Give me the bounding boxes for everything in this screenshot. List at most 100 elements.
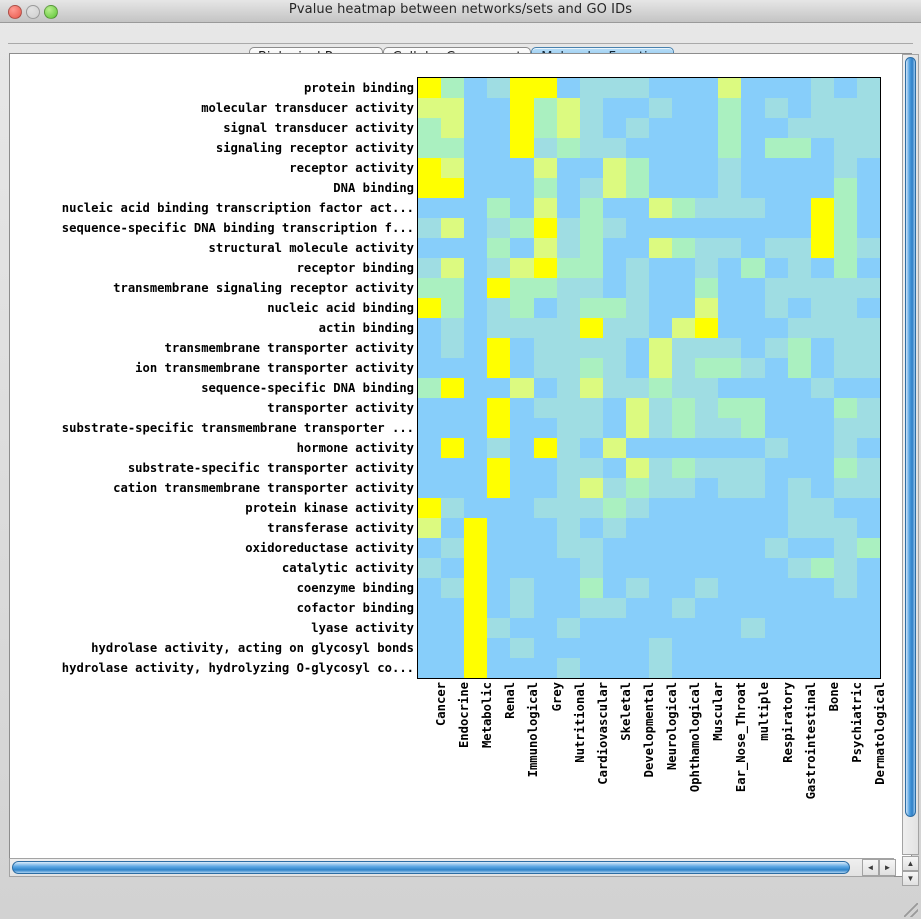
heatmap-cell[interactable] (579, 158, 603, 178)
heatmap-cell[interactable] (741, 238, 765, 258)
heatmap-cell[interactable] (649, 378, 673, 398)
heatmap-cell[interactable] (625, 298, 649, 318)
heatmap-cell[interactable] (602, 498, 626, 518)
heatmap-cell[interactable] (579, 558, 603, 578)
heatmap-cell[interactable] (787, 498, 811, 518)
heatmap-cell[interactable] (856, 438, 880, 458)
heatmap-cell[interactable] (649, 638, 673, 658)
heatmap-cell[interactable] (672, 438, 696, 458)
heatmap-cell[interactable] (787, 638, 811, 658)
heatmap-cell[interactable] (533, 538, 557, 558)
heatmap-cell[interactable] (787, 458, 811, 478)
heatmap-cell[interactable] (718, 558, 742, 578)
heatmap-cell[interactable] (672, 198, 696, 218)
heatmap-cell[interactable] (649, 558, 673, 578)
heatmap-cell[interactable] (810, 158, 834, 178)
heatmap-cell[interactable] (579, 218, 603, 238)
heatmap-cell[interactable] (625, 218, 649, 238)
heatmap-cell[interactable] (718, 398, 742, 418)
heatmap-cell[interactable] (556, 438, 580, 458)
heatmap-cell[interactable] (556, 398, 580, 418)
heatmap-cell[interactable] (556, 598, 580, 618)
heatmap-cell[interactable] (649, 118, 673, 138)
heatmap-cell[interactable] (487, 218, 511, 238)
heatmap-cell[interactable] (672, 378, 696, 398)
heatmap-cell[interactable] (441, 538, 465, 558)
heatmap-cell[interactable] (510, 278, 534, 298)
heatmap-cell[interactable] (625, 338, 649, 358)
window-minimize-button[interactable] (26, 5, 40, 19)
heatmap-cell[interactable] (787, 158, 811, 178)
heatmap-cell[interactable] (441, 658, 465, 678)
heatmap-cell[interactable] (649, 338, 673, 358)
window-close-button[interactable] (8, 5, 22, 19)
heatmap-cell[interactable] (856, 338, 880, 358)
heatmap-cell[interactable] (418, 438, 442, 458)
heatmap-cell[interactable] (487, 418, 511, 438)
heatmap-cell[interactable] (741, 258, 765, 278)
heatmap-cell[interactable] (441, 598, 465, 618)
heatmap-cell[interactable] (464, 198, 488, 218)
heatmap-cell[interactable] (810, 558, 834, 578)
heatmap-cell[interactable] (533, 298, 557, 318)
heatmap-cell[interactable] (649, 278, 673, 298)
heatmap-cell[interactable] (579, 618, 603, 638)
heatmap-cell[interactable] (787, 278, 811, 298)
heatmap-cell[interactable] (787, 518, 811, 538)
heatmap-cell[interactable] (602, 518, 626, 538)
heatmap-cell[interactable] (649, 478, 673, 498)
heatmap-cell[interactable] (764, 518, 788, 538)
heatmap-cell[interactable] (741, 398, 765, 418)
heatmap-cell[interactable] (487, 138, 511, 158)
heatmap-cell[interactable] (856, 498, 880, 518)
heatmap-cell[interactable] (625, 318, 649, 338)
heatmap-cell[interactable] (672, 458, 696, 478)
heatmap-cell[interactable] (533, 618, 557, 638)
heatmap-cell[interactable] (487, 158, 511, 178)
heatmap-cell[interactable] (810, 198, 834, 218)
heatmap-cell[interactable] (741, 438, 765, 458)
heatmap-cell[interactable] (556, 658, 580, 678)
heatmap-cell[interactable] (741, 178, 765, 198)
heatmap-cell[interactable] (533, 358, 557, 378)
heatmap-cell[interactable] (418, 418, 442, 438)
heatmap-cell[interactable] (418, 138, 442, 158)
heatmap-cell[interactable] (718, 478, 742, 498)
heatmap-cell[interactable] (856, 198, 880, 218)
heatmap-cell[interactable] (741, 118, 765, 138)
heatmap-cell[interactable] (556, 78, 580, 98)
heatmap-cell[interactable] (441, 418, 465, 438)
heatmap-cell[interactable] (833, 98, 857, 118)
heatmap-cell[interactable] (441, 118, 465, 138)
heatmap-cell[interactable] (695, 558, 719, 578)
heatmap-cell[interactable] (833, 598, 857, 618)
heatmap-cell[interactable] (741, 378, 765, 398)
heatmap-cell[interactable] (833, 258, 857, 278)
scroll-up-arrow-icon[interactable]: ▲ (902, 856, 919, 871)
heatmap-cell[interactable] (672, 278, 696, 298)
heatmap-cell[interactable] (464, 338, 488, 358)
heatmap-cell[interactable] (510, 378, 534, 398)
heatmap-cell[interactable] (672, 178, 696, 198)
heatmap-cell[interactable] (695, 618, 719, 638)
heatmap-cell[interactable] (418, 578, 442, 598)
heatmap-cell[interactable] (787, 118, 811, 138)
heatmap-cell[interactable] (602, 218, 626, 238)
heatmap-cell[interactable] (579, 358, 603, 378)
heatmap-cell[interactable] (856, 358, 880, 378)
heatmap-cell[interactable] (441, 318, 465, 338)
heatmap-cell[interactable] (533, 98, 557, 118)
heatmap-cell[interactable] (510, 298, 534, 318)
heatmap-cell[interactable] (833, 138, 857, 158)
heatmap-cell[interactable] (787, 258, 811, 278)
heatmap-cell[interactable] (556, 118, 580, 138)
heatmap-cell[interactable] (464, 558, 488, 578)
heatmap-cell[interactable] (695, 398, 719, 418)
heatmap-cell[interactable] (833, 438, 857, 458)
heatmap-cell[interactable] (602, 398, 626, 418)
heatmap-cell[interactable] (533, 78, 557, 98)
heatmap-cell[interactable] (487, 338, 511, 358)
heatmap-cell[interactable] (625, 618, 649, 638)
heatmap-cell[interactable] (441, 198, 465, 218)
heatmap-cell[interactable] (418, 238, 442, 258)
